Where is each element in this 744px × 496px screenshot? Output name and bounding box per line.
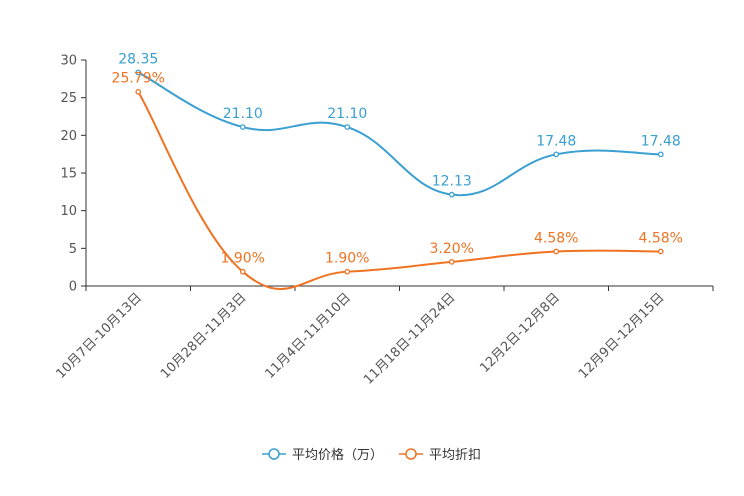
- series-group: [135, 69, 664, 290]
- data-label: 4.58%: [534, 230, 578, 246]
- data-point[interactable]: [344, 268, 351, 275]
- y-tick-label: 25: [60, 91, 77, 106]
- x-tick-label: 11月4日-11月10日: [262, 290, 354, 382]
- data-label: 25.79%: [112, 71, 165, 87]
- y-tick-label: 0: [69, 280, 77, 295]
- data-point[interactable]: [553, 151, 560, 158]
- x-tick-label: 10月28日-11月3日: [158, 290, 250, 382]
- legend-marker-icon: [405, 448, 417, 460]
- y-tick-label: 20: [60, 129, 77, 144]
- data-label: 3.20%: [430, 241, 474, 257]
- data-label: 4.58%: [639, 230, 683, 246]
- data-labels: 28.35 21.10 21.10 12.13 17.48 17.48 25.79% 1.90…: [112, 51, 683, 266]
- x-tick-label: 12月9日-12月15日: [576, 290, 668, 382]
- data-point[interactable]: [657, 248, 664, 255]
- y-tick-label: 5: [69, 242, 77, 257]
- x-tick-label: 10月7日-10月13日: [53, 290, 145, 382]
- data-label: 21.10: [223, 106, 263, 122]
- data-point[interactable]: [135, 69, 142, 76]
- data-point[interactable]: [344, 124, 351, 130]
- legend-marker-icon: [268, 448, 280, 460]
- legend[interactable]: 平均价格（万） 平均折扣: [262, 447, 481, 463]
- legend-label: 平均折扣: [429, 448, 481, 463]
- x-tick-label: 11月18日-11月24日: [361, 290, 458, 387]
- series-line-0: [137, 71, 661, 197]
- legend-item-0[interactable]: 平均价格（万）: [262, 447, 383, 463]
- y-tick-label: 15: [60, 167, 77, 182]
- data-point[interactable]: [135, 88, 142, 95]
- data-point[interactable]: [448, 191, 455, 198]
- data-label: 28.35: [118, 51, 158, 67]
- legend-item-1[interactable]: 平均折扣: [399, 448, 481, 463]
- data-point[interactable]: [657, 151, 664, 158]
- x-tick-label: 12月2日-12月8日: [477, 290, 563, 376]
- data-label: 21.10: [327, 106, 367, 122]
- data-label: 1.90%: [325, 251, 369, 267]
- data-point[interactable]: [448, 259, 455, 265]
- series-line-1: [137, 91, 661, 290]
- y-tick-label: 10: [60, 204, 77, 219]
- data-point[interactable]: [553, 248, 560, 255]
- data-point[interactable]: [239, 124, 246, 130]
- axes: 0 5 10 15 20 25 30 10月7日-10月13日 10月28日-11月3日 11月4…: [53, 54, 714, 388]
- data-label: 17.48: [641, 133, 681, 149]
- y-tick-label: 30: [60, 54, 77, 69]
- data-label: 1.90%: [221, 251, 265, 267]
- data-label: 12.13: [432, 174, 472, 190]
- data-point[interactable]: [239, 268, 246, 275]
- legend-label: 平均价格（万）: [292, 447, 383, 463]
- data-label: 17.48: [536, 133, 576, 149]
